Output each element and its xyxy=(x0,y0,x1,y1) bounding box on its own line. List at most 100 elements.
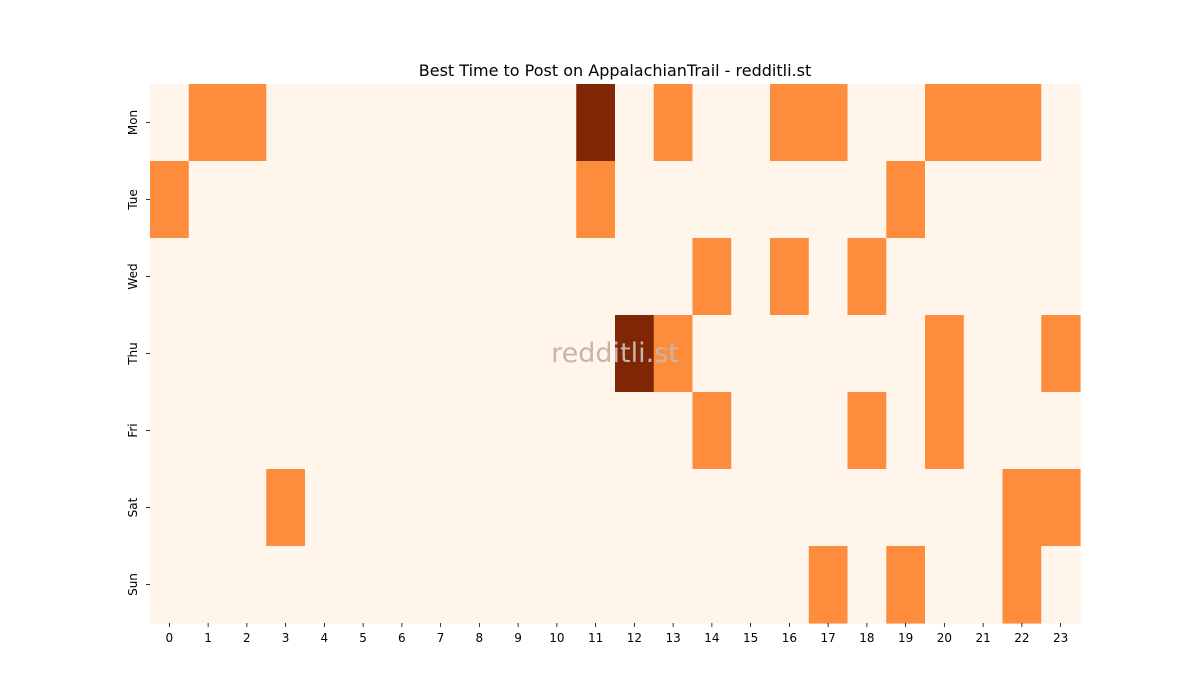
heatmap-cell-mon-11 xyxy=(576,84,616,162)
y-tick-label-thu: Thu xyxy=(126,342,140,366)
heatmap-cell-sun-2 xyxy=(227,546,267,624)
heatmap-cell-mon-18 xyxy=(847,84,887,162)
heatmap-cell-sun-22 xyxy=(1002,546,1042,624)
heatmap-cell-sun-19 xyxy=(886,546,926,624)
heatmap-cell-sun-0 xyxy=(150,546,190,624)
heatmap-cell-tue-6 xyxy=(382,161,422,239)
heatmap-cell-mon-5 xyxy=(343,84,384,162)
heatmap-cell-wed-4 xyxy=(305,238,345,316)
heatmap-cell-sat-22 xyxy=(1002,469,1042,547)
heatmap-cell-thu-18 xyxy=(847,315,887,393)
y-axis: Mon Tue Wed Thu Fri Sat Sun xyxy=(126,110,150,596)
heatmap-cell-fri-14 xyxy=(692,392,732,470)
heatmap-cell-sun-5 xyxy=(343,546,384,624)
heatmap-cell-wed-14 xyxy=(692,238,732,316)
heatmap-cell-sat-20 xyxy=(925,469,965,547)
heatmap-cell-fri-19 xyxy=(886,392,926,470)
heatmap-cell-fri-9 xyxy=(498,392,539,470)
heatmap-cell-sun-14 xyxy=(692,546,732,624)
heatmap-cell-fri-22 xyxy=(1002,392,1042,470)
heatmap-cell-sun-6 xyxy=(382,546,422,624)
heatmap-cell-thu-9 xyxy=(498,315,539,393)
heatmap-cell-fri-13 xyxy=(653,392,694,470)
heatmap-cell-fri-1 xyxy=(188,392,229,470)
heatmap-cell-fri-4 xyxy=(305,392,345,470)
heatmap-cell-sun-10 xyxy=(537,546,577,624)
heatmap-cell-sat-1 xyxy=(188,469,229,547)
heatmap-cell-mon-4 xyxy=(305,84,345,162)
heatmap-cell-mon-9 xyxy=(498,84,539,162)
heatmap-cell-tue-20 xyxy=(925,161,965,239)
watermark: redditli.st xyxy=(551,338,679,369)
heatmap-cell-mon-17 xyxy=(808,84,849,162)
heatmap-cell-sun-18 xyxy=(847,546,887,624)
heatmap-cell-fri-3 xyxy=(266,392,306,470)
heatmap-cell-sun-13 xyxy=(653,546,694,624)
heatmap-cell-sun-8 xyxy=(460,546,500,624)
heatmap-cell-wed-1 xyxy=(188,238,229,316)
heatmap-cell-tue-17 xyxy=(808,161,849,239)
heatmap-cell-tue-18 xyxy=(847,161,887,239)
heatmap-cell-fri-15 xyxy=(731,392,771,470)
heatmap-cell-mon-1 xyxy=(188,84,229,162)
heatmap-cell-wed-8 xyxy=(460,238,500,316)
x-tick-label-18: 18 xyxy=(859,631,874,645)
heatmap-cell-sat-3 xyxy=(266,469,306,547)
heatmap-cell-sat-18 xyxy=(847,469,887,547)
heatmap-cell-wed-0 xyxy=(150,238,190,316)
x-tick-label-12: 12 xyxy=(627,631,642,645)
heatmap-cell-wed-2 xyxy=(227,238,267,316)
heatmap-cell-tue-16 xyxy=(770,161,810,239)
heatmap-cell-sat-8 xyxy=(460,469,500,547)
x-tick-label-23: 23 xyxy=(1053,631,1068,645)
heatmap-cell-fri-23 xyxy=(1041,392,1081,470)
heatmap-cell-sat-15 xyxy=(731,469,771,547)
heatmap-cell-tue-3 xyxy=(266,161,306,239)
heatmap-cell-fri-17 xyxy=(808,392,849,470)
heatmap-cell-sun-3 xyxy=(266,546,306,624)
heatmap-cell-thu-2 xyxy=(227,315,267,393)
heatmap-cell-mon-6 xyxy=(382,84,422,162)
heatmap-cell-wed-7 xyxy=(421,238,461,316)
x-tick-label-22: 22 xyxy=(1014,631,1029,645)
heatmap-cell-sat-6 xyxy=(382,469,422,547)
heatmap-cell-thu-1 xyxy=(188,315,229,393)
x-tick-label-5: 5 xyxy=(359,631,367,645)
heatmap-cell-thu-21 xyxy=(963,315,1004,393)
heatmap-cell-sat-5 xyxy=(343,469,384,547)
x-tick-label-8: 8 xyxy=(476,631,484,645)
chart-title: Best Time to Post on AppalachianTrail - … xyxy=(419,61,811,80)
y-tick-label-mon: Mon xyxy=(126,110,140,135)
x-tick-label-15: 15 xyxy=(743,631,758,645)
heatmap-cell-wed-23 xyxy=(1041,238,1081,316)
heatmap-cell-tue-12 xyxy=(615,161,655,239)
heatmap-cell-sat-11 xyxy=(576,469,616,547)
heatmap-cell-sat-23 xyxy=(1041,469,1081,547)
heatmap-cell-fri-0 xyxy=(150,392,190,470)
heatmap-cell-wed-13 xyxy=(653,238,694,316)
heatmap-cell-thu-22 xyxy=(1002,315,1042,393)
x-axis: 0 1 2 3 4 5 6 7 8 9 10 11 12 13 14 15 16 17 18 19 20 21 22 23 xyxy=(166,623,1068,645)
heatmap-cell-thu-20 xyxy=(925,315,965,393)
x-tick-label-3: 3 xyxy=(282,631,290,645)
heatmap-cell-mon-7 xyxy=(421,84,461,162)
heatmap-cell-thu-8 xyxy=(460,315,500,393)
x-tick-label-16: 16 xyxy=(782,631,797,645)
heatmap-cell-thu-16 xyxy=(770,315,810,393)
x-tick-label-2: 2 xyxy=(243,631,251,645)
heatmap-cell-tue-13 xyxy=(653,161,694,239)
heatmap-cell-sun-11 xyxy=(576,546,616,624)
heatmap-cell-wed-16 xyxy=(770,238,810,316)
heatmap-cell-mon-0 xyxy=(150,84,190,162)
heatmap-cell-fri-2 xyxy=(227,392,267,470)
heatmap-cell-tue-9 xyxy=(498,161,539,239)
x-tick-label-1: 1 xyxy=(204,631,212,645)
heatmap-cell-mon-10 xyxy=(537,84,577,162)
x-tick-label-21: 21 xyxy=(975,631,990,645)
heatmap-cell-thu-3 xyxy=(266,315,306,393)
heatmap-cell-tue-7 xyxy=(421,161,461,239)
heatmap-cell-mon-2 xyxy=(227,84,267,162)
y-tick-label-fri: Fri xyxy=(126,423,140,437)
heatmap-cell-tue-22 xyxy=(1002,161,1042,239)
heatmap-cell-thu-0 xyxy=(150,315,190,393)
